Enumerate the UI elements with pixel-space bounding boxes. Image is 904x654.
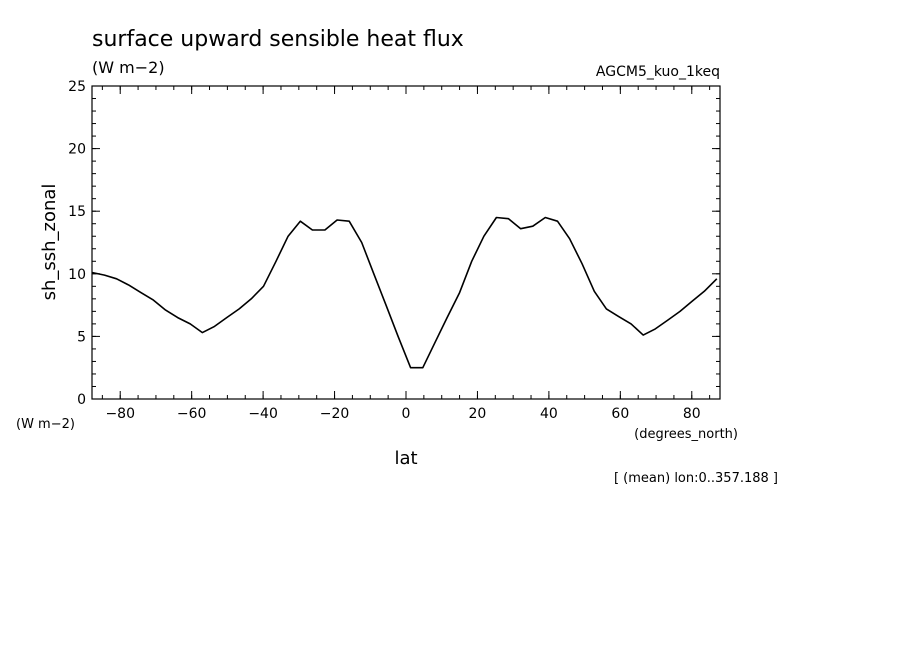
x-tick-label: 0	[402, 406, 411, 422]
y-tick-label: 20	[68, 142, 86, 158]
footnote: [ (mean) lon:0..357.188 ]	[614, 471, 778, 486]
x-tick-label: 40	[540, 406, 558, 422]
y-tick-label: 5	[77, 329, 86, 345]
title-units: (W m−2)	[92, 58, 165, 77]
x-tick-label: 60	[611, 406, 629, 422]
x-tick-label: −60	[177, 406, 207, 422]
x-tick-label: 80	[683, 406, 701, 422]
y-tick-label: 0	[77, 392, 86, 408]
tick-marks	[92, 85, 720, 400]
y-tick-label: 15	[68, 204, 86, 220]
series-line	[91, 216, 718, 369]
x-tick-label: −80	[105, 406, 135, 422]
experiment-label: AGCM5_kuo_1keq	[596, 64, 720, 80]
x-tick-label: −40	[248, 406, 278, 422]
tick-labels: −80 −60 −40 −20 0 20 40 60 80 0 5 10 15 20 25	[68, 79, 701, 422]
x-axis-label: lat	[394, 448, 417, 469]
y-tick-label: 25	[68, 79, 86, 95]
y-axis-units: (W m−2)	[16, 417, 75, 432]
x-axis-units: (degrees_north)	[634, 427, 738, 442]
y-axis-label: sh_ssh_zonal	[39, 184, 60, 301]
y-tick-label: 10	[68, 267, 86, 283]
x-tick-label: 20	[469, 406, 487, 422]
plot-frame	[91, 85, 721, 400]
chart-title: surface upward sensible heat flux	[92, 27, 464, 52]
x-tick-label: −20	[320, 406, 350, 422]
